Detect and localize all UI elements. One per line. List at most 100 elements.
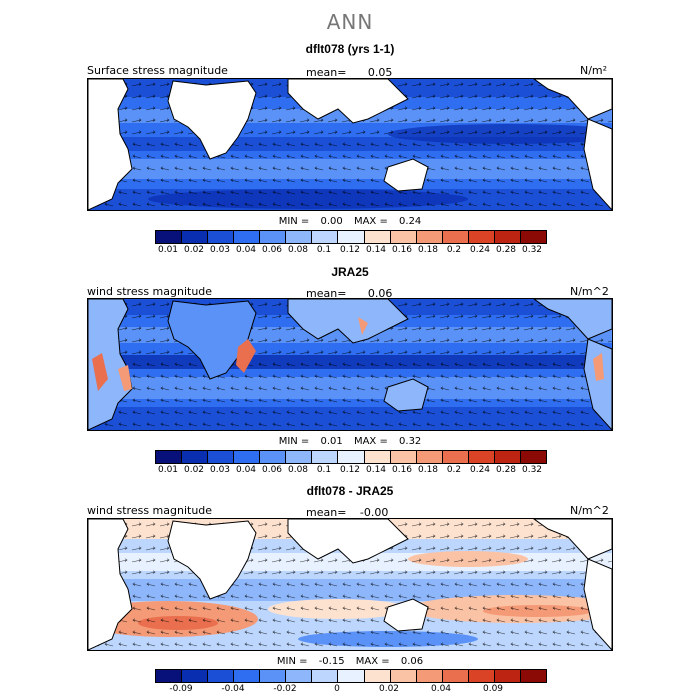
panel-2-minmax: MIN = 0.01 MAX = 0.32 <box>0 436 700 447</box>
colorbar-swatch <box>416 670 443 682</box>
colorbar-swatch <box>208 670 235 682</box>
panel-1-min-text: MIN = <box>278 216 310 227</box>
colorbar-tick-label: 0.04 <box>235 465 257 475</box>
panel-1-colorbar-ticks: 0.01 0.02 0.03 0.04 0.06 0.08 0.1 0.12 0.14 0.16 0… <box>155 245 545 257</box>
panel-1-minmax: MIN = 0.00 MAX = 0.24 <box>0 216 700 227</box>
colorbar-tick-label: 0.03 <box>209 245 231 255</box>
colorbar-tick-label: 0.1 <box>316 465 332 475</box>
colorbar-tick-label: 0.14 <box>365 465 387 475</box>
panel-3-colorbar <box>155 669 547 683</box>
colorbar-swatch <box>390 670 417 682</box>
colorbar-tick-label: 0.09 <box>482 684 504 694</box>
panel-1-mean-text: mean= <box>306 66 347 79</box>
colorbar-tick-label: 0.02 <box>183 465 205 475</box>
colorbar-swatch <box>520 231 546 243</box>
colorbar-swatch <box>260 231 287 243</box>
panel-2-mean-text: mean= <box>306 287 347 300</box>
colorbar-swatch <box>156 670 183 682</box>
colorbar-tick-label: 0.06 <box>261 465 283 475</box>
colorbar-tick-label: 0.04 <box>235 245 257 255</box>
panel-3-mean-label: mean= -0.00 <box>306 506 388 519</box>
colorbar-swatch <box>312 670 339 682</box>
colorbar-swatch <box>494 231 521 243</box>
colorbar-swatch <box>494 670 521 682</box>
colorbar-tick-label: 0.12 <box>339 465 361 475</box>
panel-1-min-value: 0.00 <box>320 216 343 227</box>
panel-1-field-label: Surface stress magnitude <box>87 64 228 77</box>
colorbar-tick-label: 0.06 <box>261 245 283 255</box>
colorbar-swatch <box>156 451 183 463</box>
colorbar-swatch <box>416 231 443 243</box>
panel-3-colorbar-ticks: -0.09 -0.04 -0.02 0 0.02 0.04 0.09 <box>155 684 545 696</box>
colorbar-tick-label: 0.32 <box>521 465 543 475</box>
colorbar-swatch <box>260 670 287 682</box>
panel-1-max-text: MAX = <box>353 216 388 227</box>
colorbar-swatch <box>286 451 313 463</box>
colorbar-swatch <box>312 451 339 463</box>
colorbar-swatch <box>234 670 261 682</box>
panel-1-max-value: 0.24 <box>399 216 422 227</box>
colorbar-tick-label: 0.1 <box>316 245 332 255</box>
colorbar-tick-label: 0.08 <box>287 465 309 475</box>
colorbar-swatch <box>364 670 391 682</box>
panel-3-max-value: 0.06 <box>400 656 424 667</box>
colorbar-tick-label: 0.02 <box>378 684 400 694</box>
colorbar-swatch <box>442 451 469 463</box>
panel-3-mean-text: mean= <box>306 506 347 519</box>
colorbar-tick-label: 0.32 <box>521 245 543 255</box>
colorbar-tick-label: 0.18 <box>417 245 439 255</box>
colorbar-swatch <box>338 670 365 682</box>
colorbar-tick-label: 0.24 <box>469 465 491 475</box>
colorbar-swatch <box>182 670 209 682</box>
colorbar-swatch <box>286 231 313 243</box>
panel-2-field-label: wind stress magnitude <box>87 285 213 298</box>
panel-2-max-value: 0.32 <box>399 436 422 447</box>
colorbar-tick-label: 0.16 <box>391 465 413 475</box>
panel-3-title: dflt078 - JRA25 <box>306 484 394 498</box>
panel-2-min-text: MIN = <box>278 436 310 447</box>
panel-2-mean-value: 0.06 <box>367 287 393 300</box>
panel-3-min-text: MIN = <box>276 656 308 667</box>
colorbar-swatch <box>260 451 287 463</box>
panel-2-colorbar <box>155 450 547 464</box>
colorbar-swatch <box>234 451 261 463</box>
colorbar-swatch <box>520 670 546 682</box>
panel-2-mean-label: mean= 0.06 <box>306 287 392 300</box>
colorbar-swatch <box>390 451 417 463</box>
colorbar-tick-label: -0.09 <box>169 684 193 694</box>
colorbar-swatch <box>312 231 339 243</box>
colorbar-tick-label: 0.02 <box>183 245 205 255</box>
colorbar-tick-label: 0.03 <box>209 465 231 475</box>
colorbar-swatch <box>442 231 469 243</box>
panel-2-units: N/m^2 <box>570 285 609 298</box>
panel-1-title: dflt078 (yrs 1-1) <box>305 42 395 56</box>
colorbar-tick-label: 0.01 <box>157 465 179 475</box>
colorbar-tick-label: 0.28 <box>495 245 517 255</box>
colorbar-swatch <box>208 231 235 243</box>
colorbar-tick-label: 0.28 <box>495 465 517 475</box>
panel-3-minmax: MIN = -0.15 MAX = 0.06 <box>0 656 700 667</box>
colorbar-swatch <box>182 231 209 243</box>
colorbar-tick-label: -0.04 <box>221 684 245 694</box>
panel-3-max-text: MAX = <box>355 656 390 667</box>
colorbar-swatch <box>416 451 443 463</box>
colorbar-swatch <box>364 231 391 243</box>
panel-3-min-value: -0.15 <box>318 656 345 667</box>
panel-2-min-value: 0.01 <box>320 436 343 447</box>
colorbar-swatch <box>364 451 391 463</box>
colorbar-swatch <box>338 451 365 463</box>
colorbar-swatch <box>442 670 469 682</box>
panel-2-max-text: MAX = <box>353 436 388 447</box>
colorbar-swatch <box>156 231 183 243</box>
panel-3-mean-value: -0.00 <box>359 506 389 519</box>
colorbar-tick-label: 0.04 <box>430 684 452 694</box>
colorbar-swatch <box>468 670 495 682</box>
colorbar-swatch <box>468 451 495 463</box>
colorbar-tick-label: 0.14 <box>365 245 387 255</box>
panel-3-map <box>87 518 613 651</box>
panel-3-units: N/m^2 <box>570 504 609 517</box>
colorbar-swatch <box>390 231 417 243</box>
panel-1-map <box>87 78 613 211</box>
colorbar-swatch <box>520 451 546 463</box>
colorbar-swatch <box>286 670 313 682</box>
